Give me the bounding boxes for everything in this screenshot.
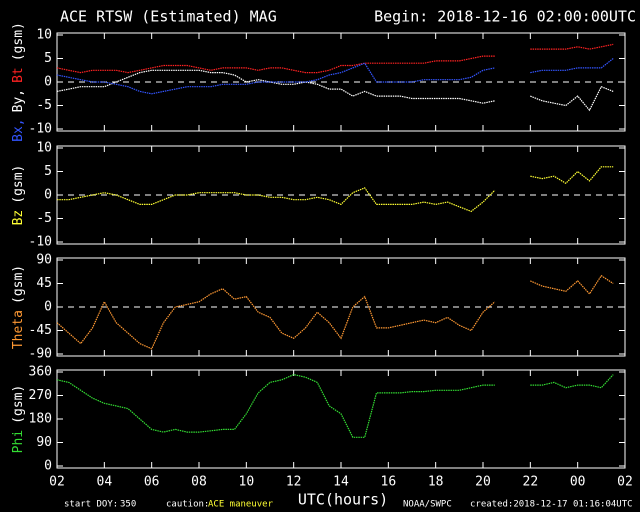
created: created:2018-12-17 01:16:04UTC bbox=[470, 500, 633, 510]
x-tick-label: 12 bbox=[286, 475, 302, 490]
y-label-part: Theta bbox=[11, 310, 26, 349]
y-label-part: (gsm) bbox=[11, 385, 26, 424]
y-tick-label: 0 bbox=[44, 188, 52, 203]
y-tick-label: 0 bbox=[44, 300, 52, 315]
y-tick-label: 0 bbox=[44, 75, 52, 90]
y-label-part: (gsm) bbox=[11, 22, 26, 61]
y-tick-label: 360 bbox=[29, 365, 52, 380]
y-label-part: Phi bbox=[11, 430, 26, 453]
y-tick-label: 5 bbox=[44, 164, 52, 179]
begin-time: Begin: 2018-12-16 02:00:00UTC bbox=[374, 8, 636, 26]
x-tick-label: 02 bbox=[49, 475, 65, 490]
y-label-part: (gsm) bbox=[11, 165, 26, 204]
title: ACE RTSW (Estimated) MAG bbox=[60, 8, 277, 26]
y-tick-label: 10 bbox=[36, 141, 52, 156]
y-label-part: Bx, bbox=[11, 118, 26, 141]
series-line bbox=[56, 58, 614, 95]
start-label: start DOY: bbox=[64, 500, 118, 510]
x-axis-label: UTC(hours) bbox=[298, 491, 388, 509]
x-tick-label: 20 bbox=[475, 475, 491, 490]
x-tick-label: 00 bbox=[570, 475, 586, 490]
caution-text: ACE maneuver bbox=[208, 500, 274, 510]
x-tick-label: 04 bbox=[97, 475, 113, 490]
y-tick-label: -90 bbox=[29, 347, 52, 362]
series-line bbox=[56, 69, 614, 112]
series-line bbox=[56, 43, 614, 74]
y-axis-label: Phi (gsm) bbox=[11, 385, 26, 454]
start-doy: 350 bbox=[120, 500, 136, 510]
y-tick-label: 180 bbox=[29, 412, 52, 427]
y-label-part: Bt bbox=[11, 67, 26, 83]
y-tick-label: -45 bbox=[29, 323, 52, 338]
y-label-part: Bz bbox=[11, 210, 26, 226]
x-tick-label: 14 bbox=[333, 475, 349, 490]
series-line bbox=[56, 274, 614, 350]
y-tick-label: 90 bbox=[36, 253, 52, 268]
x-tick-label: 22 bbox=[523, 475, 539, 490]
y-axis-label: Theta (gsm) bbox=[11, 265, 26, 349]
x-tick-label: 10 bbox=[239, 475, 255, 490]
series-line bbox=[56, 373, 614, 438]
y-axis-label: Bx, By, Bt (gsm) bbox=[11, 22, 26, 142]
y-label-part: (gsm) bbox=[11, 265, 26, 304]
plot-frame bbox=[56, 32, 626, 132]
y-tick-label: 270 bbox=[29, 388, 52, 403]
x-tick-label: 16 bbox=[381, 475, 397, 490]
y-tick-label: -5 bbox=[36, 211, 52, 226]
plot-frame bbox=[56, 257, 626, 357]
y-tick-label: -10 bbox=[29, 122, 52, 137]
y-tick-label: 90 bbox=[36, 435, 52, 450]
y-tick-label: -5 bbox=[36, 98, 52, 113]
x-tick-label: 06 bbox=[144, 475, 160, 490]
y-label-part: By, bbox=[11, 89, 26, 112]
y-tick-label: 5 bbox=[44, 51, 52, 66]
series-line bbox=[57, 166, 614, 213]
y-tick-label: -10 bbox=[29, 235, 52, 250]
y-tick-label: 45 bbox=[36, 276, 52, 291]
x-tick-label: 18 bbox=[428, 475, 444, 490]
x-tick-label: 08 bbox=[191, 475, 207, 490]
plot-frame bbox=[56, 145, 626, 245]
x-tick-label: 02 bbox=[617, 475, 633, 490]
source: NOAA/SWPC bbox=[403, 500, 452, 510]
caution-label: caution: bbox=[166, 500, 209, 510]
y-axis-label: Bz (gsm) bbox=[11, 165, 26, 226]
y-tick-label: 10 bbox=[36, 28, 52, 43]
y-tick-label: 0 bbox=[44, 459, 52, 474]
